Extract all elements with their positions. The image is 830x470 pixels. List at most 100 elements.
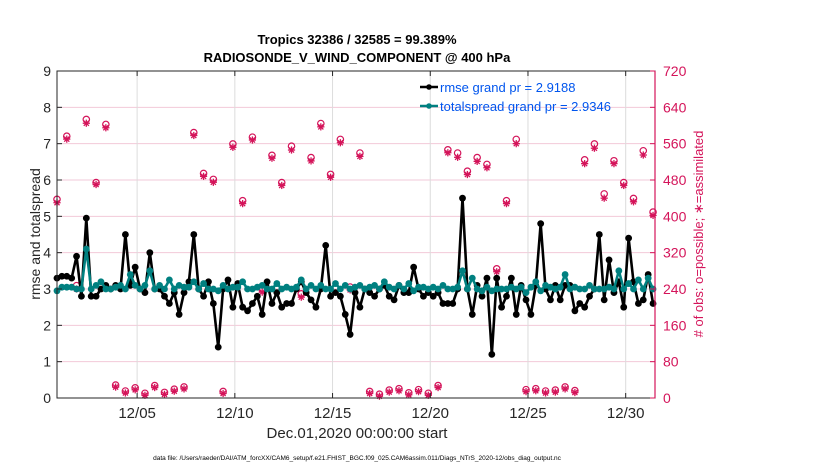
- totalspread-point: [371, 281, 378, 289]
- rmse-point: [366, 289, 374, 297]
- totalspread-point: [97, 278, 105, 286]
- totalspread-point: [239, 278, 247, 286]
- totalspread-point: [459, 267, 466, 275]
- rmse-point: [239, 303, 247, 311]
- obs-assimilated-marker: [385, 388, 393, 396]
- obs-assimilated-marker: [395, 387, 403, 395]
- totalspread-point: [615, 267, 623, 275]
- rmse-point: [82, 214, 90, 222]
- rmse-point: [190, 231, 198, 238]
- obs-assimilated-marker: [180, 385, 188, 393]
- y2-tick-label: 400: [663, 208, 687, 224]
- totalspread-point: [195, 285, 203, 293]
- rmse-point: [390, 296, 398, 304]
- legend-rmse-marker: [426, 84, 432, 90]
- rmse-point: [371, 292, 378, 300]
- obs-assimilated-marker: [366, 389, 374, 398]
- legend-totalspread-marker: [426, 103, 432, 109]
- rmse-point: [420, 292, 427, 300]
- y2-tick-label: 320: [663, 245, 687, 261]
- y2-tick-label: 480: [663, 172, 687, 188]
- totalspread-point: [244, 285, 251, 293]
- totalspread-point: [639, 285, 647, 293]
- obs-assimilated-marker: [571, 388, 579, 397]
- obs-assimilated-marker: [522, 388, 530, 396]
- obs-assimilated-marker: [190, 131, 198, 140]
- totalspread-point: [380, 278, 388, 286]
- y2-tick-label: 160: [663, 317, 687, 333]
- totalspread-point: [468, 274, 476, 282]
- totalspread-point: [527, 283, 535, 291]
- rmse-point: [175, 311, 183, 318]
- footnote-data-file: data file: /Users/raeder/DAI/ATM_forcXX/…: [153, 455, 562, 462]
- totalspread-point: [322, 285, 330, 293]
- obs-assimilated-marker: [414, 388, 423, 396]
- obs-count-markers: [53, 115, 657, 400]
- rmse-point: [78, 292, 85, 300]
- obs-assimilated-marker: [639, 151, 647, 159]
- totalspread-point: [156, 281, 163, 289]
- totalspread-point: [229, 283, 237, 291]
- obs-assimilated-marker: [82, 119, 90, 127]
- totalspread-point: [302, 285, 310, 293]
- totalspread-point: [78, 285, 85, 293]
- totalspread-point: [444, 285, 452, 293]
- totalspread-point: [644, 274, 652, 282]
- totalspread-point: [121, 285, 129, 293]
- rmse-point: [161, 292, 168, 300]
- obs-assimilated-marker: [551, 388, 559, 396]
- rmse-point: [586, 292, 593, 300]
- rmse-point: [327, 292, 334, 300]
- x-axis-label: Dec.01,2020 00:00:00 start: [267, 425, 449, 442]
- obs-assimilated-marker: [541, 389, 550, 397]
- rmse-point: [571, 307, 579, 315]
- totalspread-point: [131, 281, 139, 289]
- totalspread-point: [190, 278, 198, 286]
- totalspread-point: [576, 285, 584, 293]
- totalspread-point: [117, 281, 124, 289]
- obs-assimilated-marker: [483, 164, 491, 172]
- obs-assimilated-marker: [268, 154, 276, 162]
- totalspread-point: [214, 287, 222, 295]
- obs-assimilated-marker: [405, 391, 413, 399]
- y-tick-label: 2: [43, 317, 51, 333]
- rmse-point: [522, 296, 530, 304]
- rmse-point: [244, 307, 251, 315]
- rmse-point: [68, 274, 76, 282]
- totalspread-point: [532, 278, 540, 286]
- totalspread-point: [234, 283, 242, 291]
- totalspread-point: [87, 285, 95, 293]
- rmse-point: [498, 303, 505, 311]
- obs-assimilated-marker: [278, 181, 286, 190]
- y-tick-label: 4: [43, 245, 51, 261]
- totalspread-point: [170, 285, 178, 293]
- rmse-point: [439, 300, 447, 307]
- totalspread-point: [620, 285, 628, 293]
- rmse-point: [180, 289, 188, 297]
- totalspread-point: [581, 285, 589, 293]
- obs-assimilated-marker: [463, 170, 471, 179]
- rmse-point: [429, 292, 437, 300]
- obs-assimilated-marker: [502, 200, 511, 208]
- right-y-ticks: 0 80 160 240 320 400 480 560 640 720: [650, 63, 687, 406]
- obs-assimilated-marker: [219, 389, 227, 398]
- rmse-point: [87, 292, 95, 300]
- obs-assimilated-marker: [209, 178, 217, 186]
- obs-assimilated-marker: [356, 152, 364, 160]
- rmse-point: [131, 263, 139, 271]
- totalspread-point: [522, 289, 530, 297]
- totalspread-point: [517, 283, 525, 291]
- legend: rmse grand pr = 2.9188 totalspread grand…: [420, 80, 611, 114]
- obs-assimilated-marker: [317, 123, 325, 131]
- obs-assimilated-marker: [307, 157, 315, 165]
- totalspread-point: [151, 285, 159, 293]
- x-ticks: 12/05 12/10 12/15 12/20 12/25 12/30: [118, 71, 644, 422]
- obs-assimilated-marker: [493, 268, 501, 276]
- x-tick-label: 12/05: [118, 405, 156, 422]
- totalspread-point: [297, 276, 305, 284]
- totalspread-point: [454, 283, 462, 291]
- totalspread-point: [268, 285, 276, 293]
- totalspread-point: [317, 281, 325, 289]
- y-tick-label: 8: [43, 99, 51, 115]
